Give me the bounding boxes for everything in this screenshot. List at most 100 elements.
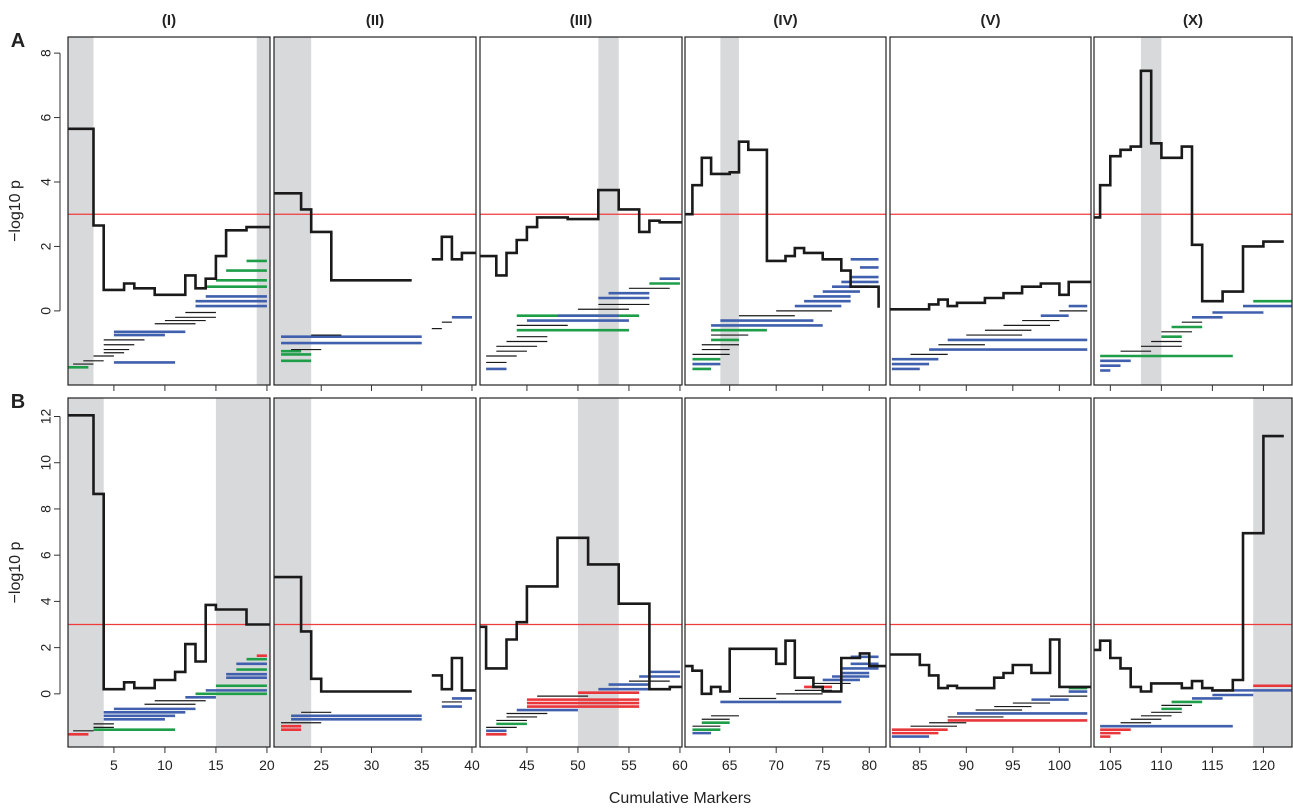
x-tick-label: 45	[519, 757, 535, 773]
significance-line	[274, 575, 412, 693]
significance-line	[406, 658, 451, 690]
panel-frame	[67, 397, 271, 748]
y-axis-label: −log10 p	[7, 180, 24, 242]
y-tick-label: 8	[38, 49, 54, 57]
significance-line	[1087, 436, 1260, 691]
significance-line	[890, 638, 1091, 690]
shaded-region	[1140, 37, 1162, 385]
x-tick-label: 110	[1150, 757, 1173, 773]
significance-line	[897, 640, 1117, 689]
panel-B-5	[406, 398, 1292, 747]
significance-line	[314, 193, 442, 280]
x-tick-label: 85	[912, 757, 928, 773]
significance-line	[874, 640, 1095, 689]
x-tick-label: 35	[414, 757, 430, 773]
significance-line	[68, 413, 270, 691]
panel-frame	[479, 397, 683, 748]
y-tick-label: 12	[38, 408, 54, 424]
significance-line	[890, 280, 1091, 311]
y-tick-label: 8	[38, 505, 54, 513]
shaded-region	[1253, 398, 1292, 747]
panel-frame	[273, 397, 477, 748]
significance-line	[406, 237, 451, 259]
panel-letter: A	[11, 30, 25, 52]
x-tick-label: 90	[959, 757, 975, 773]
x-tick-label: 70	[768, 757, 784, 773]
shaded-region	[68, 398, 104, 747]
x-tick-label: 60	[672, 757, 688, 773]
chromosome-header: (IV)	[773, 12, 797, 29]
panel-B-2	[480, 398, 682, 747]
significance-line	[1094, 69, 1284, 303]
panel-B-1	[274, 398, 476, 747]
significance-line	[886, 282, 1087, 309]
x-tick-label: 115	[1201, 757, 1224, 773]
significance-line	[685, 140, 880, 308]
y-tick-label: 10	[38, 455, 54, 471]
panel-A-5	[406, 37, 1292, 385]
significance-line	[318, 577, 446, 691]
significance-line	[464, 658, 505, 690]
x-tick-label: 25	[313, 757, 329, 773]
y-tick-label: 2	[38, 242, 54, 250]
y-tick-label: 0	[38, 690, 54, 698]
panel-A-2	[480, 37, 682, 385]
significance-line	[451, 190, 653, 275]
y-axis-label: −log10 p	[7, 541, 24, 603]
x-tick-label: 40	[464, 757, 480, 773]
panel-frame	[67, 36, 271, 386]
x-tick-label: 120	[1252, 757, 1276, 773]
significance-line	[274, 192, 412, 282]
panel-letter: B	[11, 391, 25, 413]
significance-line	[1091, 436, 1264, 691]
panel-frame	[889, 36, 1092, 386]
x-tick-label: 30	[364, 757, 380, 773]
shaded-region	[720, 37, 739, 385]
x-tick-label: 95	[1005, 757, 1021, 773]
chromosome-header: (V)	[981, 12, 1001, 29]
shaded-region	[274, 37, 312, 385]
significance-line	[1094, 434, 1284, 693]
shaded-region	[577, 398, 619, 747]
significance-line	[480, 188, 682, 277]
significance-line	[1091, 71, 1264, 301]
significance-line	[501, 190, 685, 275]
shaded-region	[215, 398, 270, 747]
panel-A-0	[68, 37, 270, 385]
panel-A-4	[505, 71, 1264, 371]
chromosome-header: (X)	[1183, 12, 1203, 29]
significance-line	[480, 536, 682, 691]
significance-line	[505, 190, 689, 275]
y-tick-label: 6	[38, 551, 54, 559]
significance-line	[314, 577, 442, 691]
x-axis-label: Cumulative Markers	[609, 790, 751, 807]
panel-A-1	[274, 37, 476, 385]
significance-line	[68, 127, 270, 297]
panel-frame	[684, 36, 887, 386]
shaded-region	[256, 37, 270, 385]
x-tick-label: 105	[1099, 757, 1123, 773]
panel-frame	[273, 36, 477, 386]
x-tick-label: 55	[621, 757, 637, 773]
panel-A-3	[314, 37, 1087, 385]
panel-frame	[889, 397, 1092, 748]
x-tick-label: 15	[208, 757, 224, 773]
y-tick-label: 4	[38, 597, 54, 605]
chromosome-header: (II)	[366, 12, 384, 29]
shaded-region	[68, 37, 94, 385]
shaded-region	[274, 398, 312, 747]
shaded-region	[598, 37, 619, 385]
y-tick-label: 6	[38, 113, 54, 121]
panel-frame	[1093, 36, 1293, 386]
panel-frame	[1093, 397, 1293, 748]
x-tick-label: 100	[1048, 757, 1072, 773]
significance-line	[431, 235, 476, 261]
significance-line	[685, 639, 886, 696]
significance-line	[886, 640, 1087, 689]
chromosome-header: (III)	[570, 12, 593, 29]
x-tick-label: 5	[110, 757, 118, 773]
y-tick-label: 2	[38, 644, 54, 652]
significance-line	[431, 656, 476, 692]
panel-B-3	[314, 436, 1260, 735]
